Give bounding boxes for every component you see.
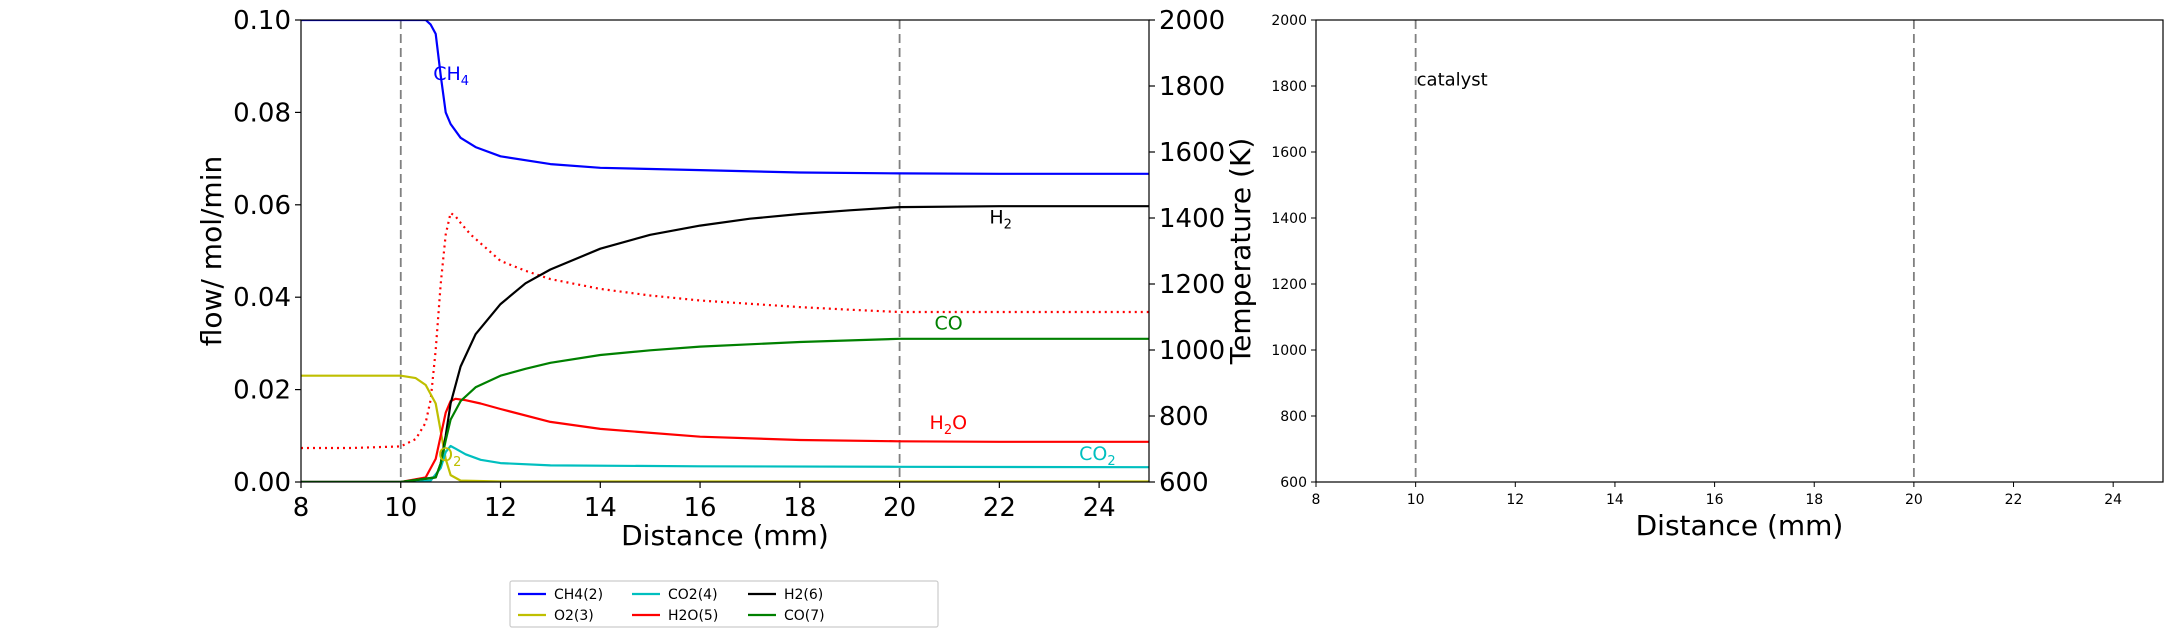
annotation-text: CO bbox=[1079, 443, 1107, 465]
y-tick-label: 0.08 bbox=[233, 98, 291, 128]
y-tick-label: 0.06 bbox=[233, 191, 291, 221]
legend-label: CO2(4) bbox=[668, 587, 718, 603]
x-tick-label: 18 bbox=[1805, 492, 1823, 508]
legend-label: H2(6) bbox=[784, 587, 823, 603]
x-tick-label: 24 bbox=[2104, 492, 2122, 508]
x-axis-label: Distance (mm) bbox=[1636, 509, 1844, 542]
annotation-0: CH4 bbox=[433, 63, 469, 89]
legend-label: CH4(2) bbox=[554, 587, 603, 603]
y-tick-label: 1200 bbox=[1271, 277, 1307, 293]
x-tick-label: 10 bbox=[1407, 492, 1425, 508]
y-tick-label: 1400 bbox=[1271, 211, 1307, 227]
annotation-3: H2O bbox=[930, 412, 968, 438]
y2-tick-label: 1400 bbox=[1159, 204, 1225, 234]
series-line-2 bbox=[301, 444, 1149, 482]
x-tick-label: 16 bbox=[1706, 492, 1724, 508]
y-tick-label: 1600 bbox=[1271, 145, 1307, 161]
annotation-text: CO bbox=[935, 313, 963, 335]
x-tick-label: 14 bbox=[1606, 492, 1624, 508]
plot-area bbox=[301, 20, 1149, 482]
annotation-catalyst: catalyst bbox=[1417, 69, 1488, 90]
legend: CH4(2) O2(3) CO2(4) H2O(5) H2(6) CO(7) bbox=[509, 580, 939, 628]
legend-label: H2O(5) bbox=[668, 608, 718, 624]
x-axis-label: Distance (mm) bbox=[621, 519, 829, 552]
x-tick-label: 20 bbox=[1905, 492, 1923, 508]
series-line-5 bbox=[301, 337, 1149, 482]
x-tick-label: 8 bbox=[293, 493, 310, 523]
y2-tick-label: 1200 bbox=[1159, 270, 1225, 300]
legend-box bbox=[509, 580, 939, 628]
y2-tick-label: 1600 bbox=[1159, 138, 1225, 168]
y2-tick-label: 1800 bbox=[1159, 72, 1225, 102]
x-tick-label: 22 bbox=[983, 493, 1016, 523]
y-tick-label: 1800 bbox=[1271, 79, 1307, 95]
annotation-subscript: 4 bbox=[461, 74, 469, 89]
y-axis-label: flow/ mol/min bbox=[195, 156, 228, 346]
y2-axis-label: Temperature (K) bbox=[1224, 138, 1257, 365]
flow-chart-panel: 8 10 12 14 16 18 20 22 240.000.020.040.060.080.1… bbox=[195, 6, 1257, 552]
x-tick-label: 20 bbox=[883, 493, 916, 523]
annotation-text: CH bbox=[433, 63, 461, 85]
x-tick-label: 10 bbox=[384, 493, 417, 523]
plot-frame bbox=[1315, 19, 2164, 483]
annotation-subscript: 2 bbox=[1107, 454, 1115, 469]
annotation-text: H bbox=[930, 412, 944, 434]
y-tick-label: 2000 bbox=[1271, 13, 1307, 29]
y2-tick-label: 600 bbox=[1159, 468, 1209, 498]
annotation-subscript: 2 bbox=[453, 455, 461, 470]
annotation-4: CO2 bbox=[1079, 443, 1116, 469]
x-tick-label: 12 bbox=[484, 493, 517, 523]
y2-tick-label: 800 bbox=[1159, 402, 1209, 432]
x-tick-label: 14 bbox=[584, 493, 617, 523]
y-tick-label: 1000 bbox=[1271, 343, 1307, 359]
annotation-text: O bbox=[438, 444, 453, 466]
annotation-tail: O bbox=[952, 412, 967, 434]
temperature-chart-panel: 8 10 12 14 16 18 20 22 24 600 800 1000 1200 1400 1600 1… bbox=[1271, 13, 2164, 542]
x-tick-label: 12 bbox=[1506, 492, 1524, 508]
legend-label: O2(3) bbox=[554, 608, 594, 624]
x-tick-label: 16 bbox=[684, 493, 717, 523]
temperature-line bbox=[301, 211, 1149, 450]
plot-frame bbox=[300, 19, 1150, 483]
y-tick-label: 600 bbox=[1280, 475, 1307, 491]
x-tick-label: 18 bbox=[783, 493, 816, 523]
legend-label: CO(7) bbox=[784, 608, 825, 624]
annotation-subscript: 2 bbox=[944, 423, 952, 438]
annotation-subscript: 2 bbox=[1004, 217, 1012, 232]
x-tick-label: 24 bbox=[1083, 493, 1116, 523]
x-tick-label: 22 bbox=[2005, 492, 2023, 508]
y2-tick-label: 1000 bbox=[1159, 336, 1225, 366]
series-line-3 bbox=[301, 397, 1149, 482]
series-line-0 bbox=[301, 20, 1149, 175]
series-line-4 bbox=[301, 205, 1149, 482]
annotation-5: O2 bbox=[438, 444, 461, 470]
y2-tick-label: 2000 bbox=[1159, 6, 1225, 36]
annotation-text: H bbox=[989, 206, 1003, 228]
y-tick-label: 0.04 bbox=[233, 283, 291, 313]
annotation-2: CO bbox=[935, 313, 963, 335]
y-tick-label: 800 bbox=[1280, 409, 1307, 425]
y-tick-label: 0.00 bbox=[233, 468, 291, 498]
y-tick-label: 0.10 bbox=[233, 6, 291, 36]
x-tick-label: 8 bbox=[1312, 492, 1321, 508]
y-tick-label: 0.02 bbox=[233, 376, 291, 406]
annotation-1: H2 bbox=[989, 206, 1012, 232]
